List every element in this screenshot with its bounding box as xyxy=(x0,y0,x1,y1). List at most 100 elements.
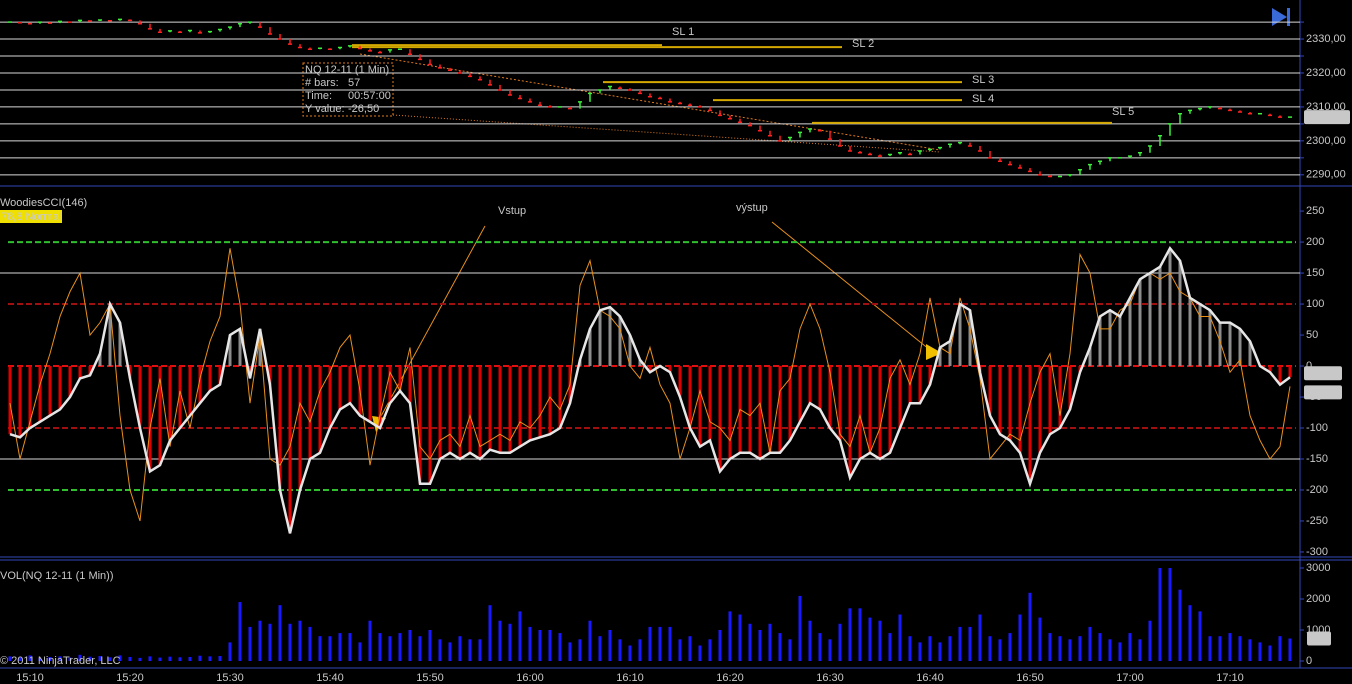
histogram-bar xyxy=(808,366,812,404)
price-bar xyxy=(378,50,382,54)
price-bar xyxy=(548,105,552,108)
y-tick-label: 2000 xyxy=(1306,593,1330,605)
histogram-bar xyxy=(68,366,72,398)
histogram-bar xyxy=(688,366,692,429)
histogram-bar xyxy=(828,366,832,429)
volume-bar xyxy=(208,656,212,661)
volume-bar xyxy=(418,636,422,661)
y-tick-label: 3000 xyxy=(1306,562,1330,574)
volume-bar xyxy=(708,639,712,661)
volume-bar xyxy=(1258,642,1262,661)
price-bar xyxy=(958,141,962,145)
volume-bar xyxy=(978,614,982,661)
price-bar xyxy=(248,21,252,24)
histogram-bar xyxy=(178,366,182,429)
volume-bar xyxy=(118,655,122,661)
price-bar xyxy=(1128,155,1132,158)
price-bar xyxy=(78,19,82,23)
histogram-bar xyxy=(288,366,292,534)
histogram-bar xyxy=(238,328,242,367)
volume-bar xyxy=(768,623,772,661)
histogram-bar xyxy=(608,307,612,367)
price-bar xyxy=(708,106,712,112)
price-bar xyxy=(98,19,102,22)
histogram-bar xyxy=(88,366,92,376)
price-bar xyxy=(1198,107,1202,111)
volume-bar xyxy=(468,639,472,661)
scroll-icon[interactable] xyxy=(1272,8,1287,26)
copyright: © 2011 NinjaTrader, LLC xyxy=(0,655,121,667)
price-bar xyxy=(898,152,902,155)
volume-bar xyxy=(1098,633,1102,661)
price-bar xyxy=(528,98,532,103)
price-bar xyxy=(128,19,132,22)
price-bar xyxy=(1218,106,1222,110)
price-bar xyxy=(808,128,812,133)
price-bar xyxy=(1158,135,1162,146)
volume-bar xyxy=(1018,614,1022,661)
histogram-bar xyxy=(48,366,52,416)
histogram-bar xyxy=(718,366,722,472)
price-bar xyxy=(1148,145,1152,153)
price-bar xyxy=(418,54,422,61)
y-tick-label: 2320,00 xyxy=(1306,67,1346,79)
volume-bar xyxy=(1198,611,1202,661)
info-text: 57 xyxy=(348,77,360,89)
y-tick-label: -250 xyxy=(1306,515,1328,527)
price-bar xyxy=(788,136,792,141)
volume-bar xyxy=(728,611,732,661)
price-bar xyxy=(768,130,772,137)
price-bar xyxy=(698,105,702,108)
volume-bar xyxy=(458,636,462,661)
badge-text: 78,8 Normal xyxy=(1,211,61,223)
price-bar xyxy=(748,122,752,127)
histogram-bar xyxy=(1278,366,1282,385)
volume-bar xyxy=(828,639,832,661)
histogram-bar xyxy=(408,366,412,404)
y-tick-label: 200 xyxy=(1306,236,1324,248)
price-bar xyxy=(638,89,642,95)
volume-bar xyxy=(498,620,502,661)
price-bar xyxy=(1208,106,1212,109)
volume-bar xyxy=(378,633,382,661)
price-bar xyxy=(368,48,372,52)
histogram-bar xyxy=(378,366,382,429)
volume-bar xyxy=(518,611,522,661)
volume-bar xyxy=(788,639,792,661)
volume-bar xyxy=(328,636,332,661)
volume-bar xyxy=(1088,626,1092,661)
volume-bar xyxy=(398,633,402,661)
y-tick-label: -300 xyxy=(1306,546,1328,558)
volume-bar xyxy=(1218,636,1222,661)
histogram-bar xyxy=(1068,366,1072,410)
volume-bar xyxy=(408,629,412,661)
histogram-bar xyxy=(1228,322,1232,367)
histogram-bar xyxy=(848,366,852,478)
volume-bar xyxy=(1288,638,1292,661)
badge-bg xyxy=(0,210,62,223)
y-tick-label: -100 xyxy=(1306,422,1328,434)
scroll-icon[interactable] xyxy=(1287,8,1290,26)
histogram-bar xyxy=(1288,366,1292,378)
histogram-bar xyxy=(548,366,552,435)
price-bar xyxy=(728,115,732,120)
price-bar xyxy=(908,152,912,156)
y-tick-label: 100 xyxy=(1306,298,1324,310)
price-bar xyxy=(1008,161,1012,166)
price-bar xyxy=(838,139,842,147)
stop-label: SL 4 xyxy=(972,93,994,105)
histogram-bar xyxy=(278,366,282,490)
price-bar xyxy=(1078,168,1082,175)
volume-bar xyxy=(638,639,642,661)
histogram-bar xyxy=(678,366,682,398)
volume-bar xyxy=(188,656,192,661)
histogram-bar xyxy=(858,366,862,459)
price-bar xyxy=(1088,163,1092,170)
price-bar xyxy=(868,152,872,156)
price-bar xyxy=(148,23,152,30)
histogram-bar xyxy=(258,328,262,367)
histogram-bar xyxy=(158,366,162,466)
volume-bar xyxy=(528,626,532,661)
histogram-bar xyxy=(1218,322,1222,367)
volume-bar xyxy=(838,623,842,661)
